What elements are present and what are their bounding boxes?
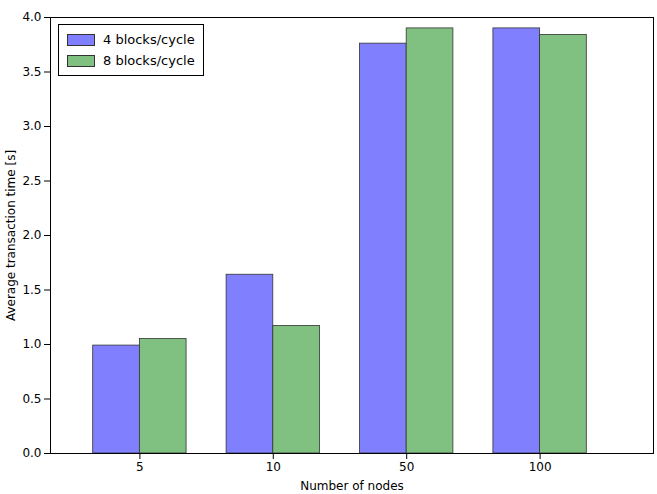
html-text:4 blocks/cycle: 4 blocks/cycle [103,32,195,47]
svg-text:2.5: 2.5 [22,174,41,188]
svg-text:2.0: 2.0 [22,228,41,242]
svg-text:100: 100 [529,460,552,474]
svg-text:1.5: 1.5 [22,283,41,297]
html-text:8 blocks/cycle: 8 blocks/cycle [103,53,195,68]
svg-text:Average transaction time [s]: Average transaction time [s] [4,150,18,321]
svg-text:0.5: 0.5 [22,392,41,406]
svg-text:50: 50 [399,460,414,474]
svg-text:4.0: 4.0 [22,10,41,24]
svg-text:3.0: 3.0 [22,119,41,133]
svg-text:Number of nodes: Number of nodes [300,479,404,493]
svg-text:0.0: 0.0 [22,446,41,460]
svg-text:3.5: 3.5 [22,65,41,79]
svg-text:5: 5 [136,460,144,474]
svg-text:1.0: 1.0 [22,337,41,351]
svg-text:10: 10 [266,460,281,474]
